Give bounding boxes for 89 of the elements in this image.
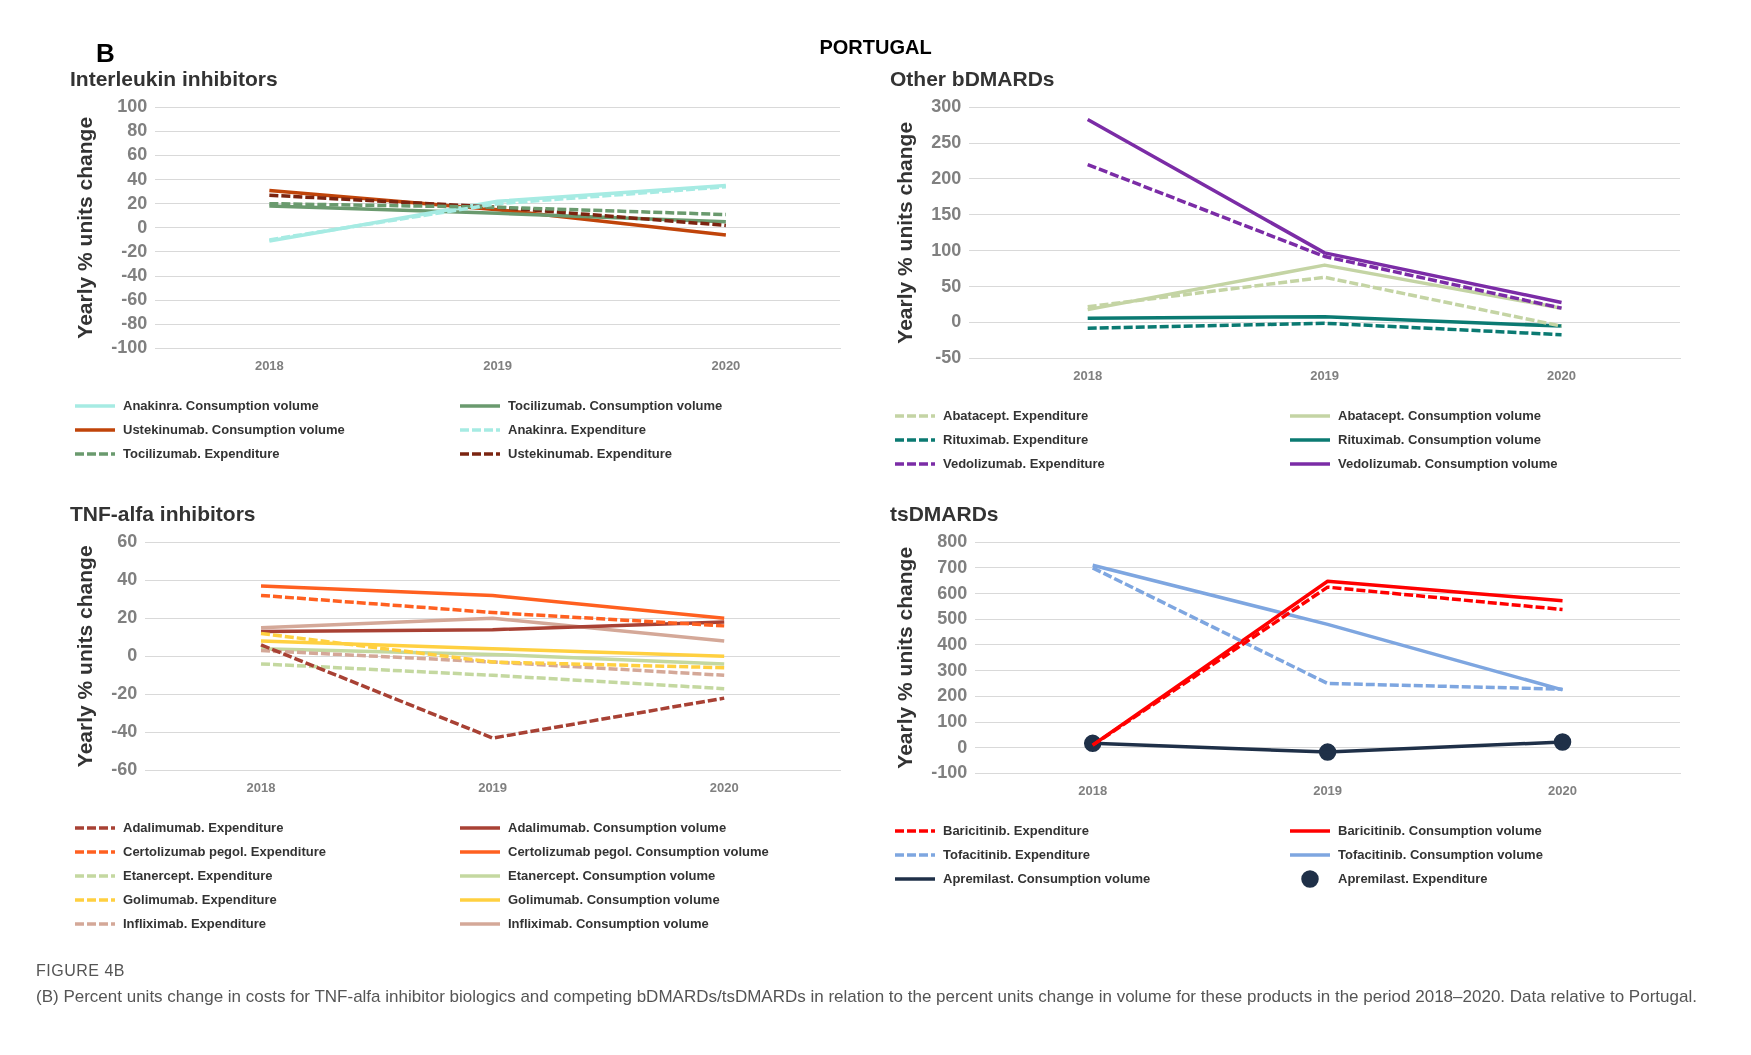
y-tick-label: 250	[931, 132, 962, 153]
y-tick-label: 20	[127, 192, 148, 213]
y-tick-label: 200	[931, 167, 962, 188]
legend-label: Etanercept. Consumption volume	[508, 867, 716, 883]
y-tick-label: 300	[931, 96, 962, 117]
x-tick-label: 2019	[1313, 782, 1343, 798]
y-tick-label: 600	[937, 582, 968, 603]
legend-label: Apremilast. Consumption volume	[943, 870, 1151, 886]
y-tick-label: 800	[937, 531, 968, 552]
point	[1553, 733, 1572, 751]
x-tick-label: 2019	[1310, 367, 1340, 383]
legend-label: Ustekinumab. Expenditure	[508, 445, 672, 461]
y-axis-title: Yearly % units change	[893, 121, 917, 344]
legend-label: Apremilast. Expenditure	[1338, 870, 1488, 886]
y-tick-label: -50	[935, 347, 962, 368]
legend-label: Etanercept. Expenditure	[123, 867, 273, 883]
legend-label: Vedolizumab. Consumption volume	[1338, 455, 1558, 471]
y-tick-label: 400	[937, 633, 968, 654]
caption: FIGURE 4B	[36, 961, 126, 981]
legend-label: Adalimumab. Consumption volume	[508, 819, 727, 835]
text: (B) Percent units change in costs for TNF-alfa inhibitor biologics and competing bDMARDs/tsDMARDs in relation to the percent units change in volume for these products in the period 2018–2020. Data relative to Portugal.	[36, 986, 1698, 1008]
y-tick-label: 300	[937, 659, 968, 680]
x-tick-label: 2020	[1548, 782, 1577, 798]
x-tick-label: 2018	[1073, 367, 1103, 383]
y-tick-label: 700	[937, 556, 968, 577]
legend-label: Baricitinib. Expenditure	[943, 822, 1089, 838]
legend-label: Abatacept. Consumption volume	[1338, 407, 1541, 423]
y-tick-label: -40	[121, 265, 148, 286]
x-tick-label: 2019	[478, 779, 508, 795]
y-tick-label: -20	[121, 240, 148, 261]
y-axis-title: Yearly % units change	[73, 116, 97, 339]
legend-label: Certolizumab pegol. Consumption volume	[508, 843, 769, 859]
chart-title: TNF-alfa inhibitors	[70, 502, 256, 526]
y-tick-label: 0	[957, 736, 968, 757]
y-tick-label: -100	[931, 762, 968, 783]
legend-label: Infliximab. Consumption volume	[508, 915, 709, 931]
legend-label: Ustekinumab. Consumption volume	[123, 421, 345, 437]
legend-label: Golimumab. Expenditure	[123, 891, 277, 907]
legend-label: Abatacept. Expenditure	[943, 407, 1089, 423]
text: B	[96, 38, 115, 69]
y-tick-label: 100	[117, 96, 148, 117]
x-tick-label: 2020	[709, 779, 739, 795]
y-tick-label: 60	[117, 531, 138, 552]
text: PORTUGAL	[819, 36, 932, 58]
x-tick-label: 2020	[711, 357, 741, 373]
chart-title: Interleukin inhibitors	[70, 67, 278, 91]
x-tick-label: 2020	[1547, 367, 1576, 383]
y-tick-label: 100	[931, 239, 962, 260]
y-tick-label: 50	[941, 275, 962, 296]
y-tick-label: 40	[127, 168, 148, 189]
legend-label: Anakinra. Consumption volume	[123, 397, 319, 413]
legend-label: Rituximab. Expenditure	[943, 431, 1089, 447]
y-tick-label: 80	[127, 120, 148, 141]
y-tick-label: 100	[937, 710, 968, 731]
y-tick-label: 0	[951, 311, 962, 332]
y-tick-label: 0	[127, 645, 138, 666]
chart-title: Other bDMARDs	[890, 67, 1055, 91]
y-axis-title: Yearly % units change	[73, 545, 97, 768]
legend-label: Tofacitinib. Expenditure	[943, 846, 1091, 862]
chart-title: tsDMARDs	[890, 502, 999, 526]
y-tick-label: -80	[121, 313, 148, 334]
y-axis-title: Yearly % units change	[893, 546, 917, 769]
y-tick-label: -20	[111, 683, 138, 704]
legend-label: Rituximab. Consumption volume	[1338, 431, 1541, 447]
y-tick-label: 200	[937, 685, 968, 706]
legend-label: Anakinra. Expenditure	[508, 421, 646, 437]
legend-label: Tocilizumab. Consumption volume	[508, 397, 723, 413]
legend-label: Golimumab. Consumption volume	[508, 891, 720, 907]
y-tick-label: -60	[121, 289, 148, 310]
y-tick-label: 0	[137, 216, 148, 237]
legend-label: Tofacitinib. Consumption volume	[1338, 846, 1543, 862]
y-tick-label: -100	[111, 337, 148, 358]
y-tick-label: 20	[117, 607, 138, 628]
legend-label: Tocilizumab. Expenditure	[123, 445, 280, 461]
x-tick-label: 2018	[246, 779, 276, 795]
y-tick-label: 150	[931, 203, 962, 224]
legend-label: Adalimumab. Expenditure	[123, 819, 284, 835]
y-tick-label: 40	[117, 569, 138, 590]
legend-label: Infliximab. Expenditure	[123, 915, 267, 931]
y-tick-label: 60	[127, 144, 148, 165]
legend-label: Vedolizumab. Expenditure	[943, 455, 1105, 471]
legend-label: Certolizumab pegol. Expenditure	[123, 843, 326, 859]
x-tick-label: 2018	[1078, 782, 1108, 798]
y-tick-label: -40	[111, 721, 138, 742]
y-tick-label: -60	[111, 759, 138, 780]
x-tick-label: 2019	[483, 357, 513, 373]
x-tick-label: 2018	[254, 357, 284, 373]
y-tick-label: 500	[937, 608, 968, 629]
legend-label: Baricitinib. Consumption volume	[1338, 822, 1542, 838]
